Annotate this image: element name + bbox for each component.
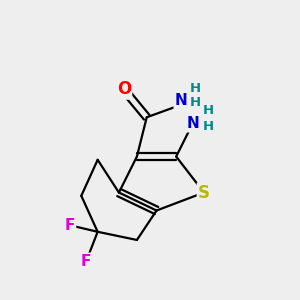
Text: H: H bbox=[190, 96, 201, 109]
Text: H: H bbox=[190, 82, 201, 95]
Text: F: F bbox=[81, 254, 92, 269]
Text: F: F bbox=[65, 218, 75, 233]
Text: O: O bbox=[117, 80, 131, 98]
Text: H: H bbox=[203, 103, 214, 117]
Text: H: H bbox=[203, 120, 214, 133]
Text: N: N bbox=[175, 93, 188, 108]
Text: S: S bbox=[198, 184, 210, 202]
Text: N: N bbox=[186, 116, 199, 131]
